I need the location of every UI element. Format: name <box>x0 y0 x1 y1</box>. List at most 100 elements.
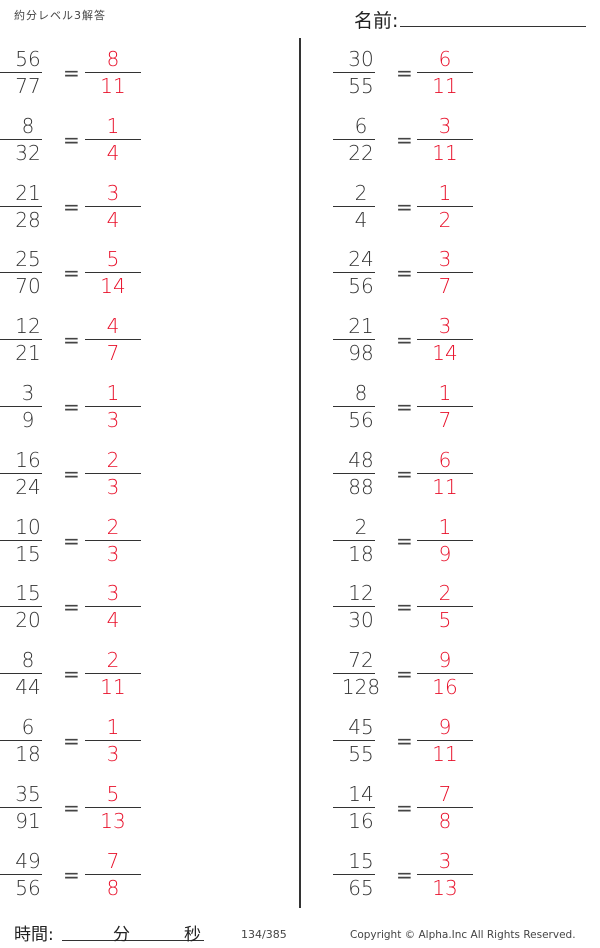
answer-numerator: 3 <box>438 247 452 272</box>
equals-sign: = <box>396 662 413 687</box>
numerator: 48 <box>348 447 374 472</box>
fraction-bar <box>333 72 375 73</box>
equals-sign: = <box>63 61 80 85</box>
answer-numerator: 2 <box>106 514 120 539</box>
answer-denominator: 9 <box>438 541 452 566</box>
answer-denominator: 13 <box>100 808 126 833</box>
equals-sign: = <box>396 395 413 419</box>
answer-fraction-bar <box>85 472 141 474</box>
numerator: 3 <box>21 381 35 405</box>
answer-fraction-bar <box>417 406 473 407</box>
numerator: 15 <box>15 581 41 606</box>
fraction-bar <box>0 406 42 407</box>
answer-denominator: 16 <box>432 675 458 700</box>
answer-denominator: 4 <box>106 608 120 633</box>
denominator: 44 <box>15 675 41 700</box>
time-label: 時間: <box>14 925 54 945</box>
denominator: 65 <box>348 875 374 900</box>
answer-denominator: 11 <box>432 140 458 165</box>
equals-sign: = <box>63 127 80 152</box>
fraction-bar <box>333 272 375 274</box>
denominator: 70 <box>15 274 41 299</box>
fraction-bar <box>0 272 42 274</box>
seconds-label: 秒 <box>184 925 201 945</box>
numerator: 15 <box>348 848 374 873</box>
answer-numerator: 1 <box>106 715 120 739</box>
equals-sign: = <box>396 61 413 85</box>
numerator: 35 <box>15 781 41 806</box>
numerator: 12 <box>348 581 374 606</box>
equals-sign: = <box>396 261 413 286</box>
numerator: 21 <box>15 180 41 205</box>
answer-fraction-bar <box>417 606 473 608</box>
answer-denominator: 8 <box>106 875 120 900</box>
page-number: 134/385 <box>241 928 287 941</box>
fraction-bar <box>333 539 375 541</box>
answer-fraction-bar <box>85 406 141 407</box>
answer-numerator: 3 <box>106 581 120 606</box>
answer-numerator: 1 <box>106 381 120 405</box>
numerator: 72 <box>348 648 374 673</box>
equals-sign: = <box>396 461 413 486</box>
answer-denominator: 7 <box>438 274 452 299</box>
answer-numerator: 5 <box>106 781 120 806</box>
answer-numerator: 1 <box>438 514 452 539</box>
denominator: 22 <box>348 140 374 165</box>
equals-sign: = <box>63 194 80 219</box>
fraction-bar <box>0 806 42 808</box>
answer-numerator: 2 <box>106 648 120 673</box>
denominator: 56 <box>15 875 41 900</box>
numerator: 6 <box>354 113 368 138</box>
equals-sign: = <box>63 795 80 820</box>
denominator: 18 <box>348 541 374 566</box>
equals-sign: = <box>396 528 413 553</box>
numerator: 25 <box>15 247 41 272</box>
fraction-bar <box>0 673 42 675</box>
answer-numerator: 3 <box>438 113 452 138</box>
numerator: 10 <box>15 514 41 539</box>
denominator: 24 <box>15 474 41 499</box>
denominator: 4 <box>354 207 368 232</box>
answer-denominator: 7 <box>106 341 120 366</box>
denominator: 56 <box>348 408 374 432</box>
equals-sign: = <box>396 328 413 353</box>
answer-numerator: 1 <box>106 113 120 138</box>
answer-numerator: 4 <box>106 314 120 339</box>
answer-denominator: 5 <box>438 608 452 633</box>
answer-fraction-bar <box>85 606 141 608</box>
answer-fraction-bar <box>417 873 473 875</box>
answer-denominator: 14 <box>432 341 458 366</box>
denominator: 16 <box>348 808 374 833</box>
denominator: 20 <box>15 608 41 633</box>
answer-denominator: 13 <box>432 875 458 900</box>
denominator: 28 <box>15 207 41 232</box>
answer-denominator: 3 <box>106 541 120 566</box>
answer-denominator: 11 <box>432 474 458 499</box>
time-field-line <box>62 940 204 941</box>
equals-sign: = <box>63 729 80 753</box>
answer-numerator: 9 <box>438 648 452 673</box>
fraction-bar <box>0 539 42 541</box>
answer-numerator: 1 <box>438 381 452 405</box>
denominator: 21 <box>15 341 41 366</box>
equals-sign: = <box>63 328 80 353</box>
answer-denominator: 8 <box>438 808 452 833</box>
answer-denominator: 11 <box>100 74 126 98</box>
answer-numerator: 2 <box>438 581 452 606</box>
numerator: 24 <box>348 247 374 272</box>
equals-sign: = <box>63 595 80 620</box>
copyright: Copyright © Alpha.Inc All Rights Reserve… <box>350 929 576 941</box>
answer-denominator: 11 <box>432 74 458 98</box>
answer-fraction-bar <box>85 272 141 274</box>
equals-sign: = <box>396 729 413 753</box>
equals-sign: = <box>63 862 80 887</box>
denominator: 15 <box>15 541 41 566</box>
fraction-bar <box>0 339 42 341</box>
answer-denominator: 4 <box>106 207 120 232</box>
answer-denominator: 2 <box>438 207 452 232</box>
equals-sign: = <box>396 862 413 887</box>
answer-denominator: 11 <box>100 675 126 700</box>
numerator: 8 <box>21 113 35 138</box>
equals-sign: = <box>63 395 80 419</box>
numerator: 14 <box>348 781 374 806</box>
